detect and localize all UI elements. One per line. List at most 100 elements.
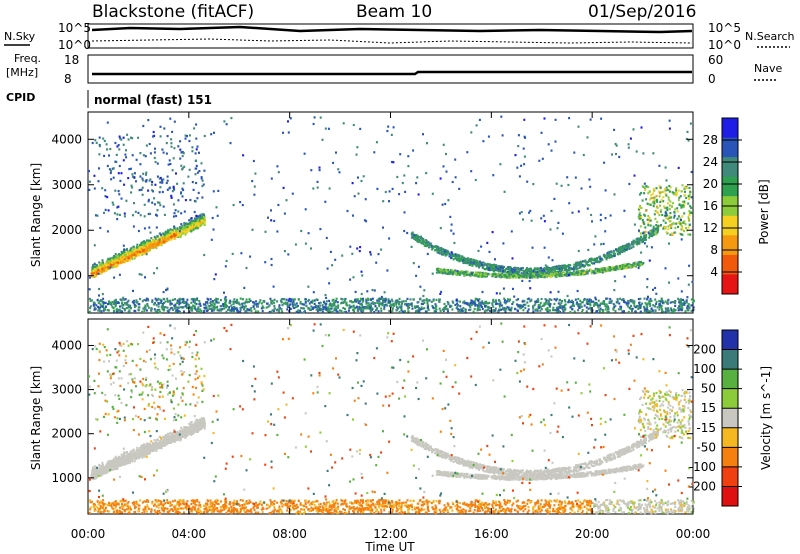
scatter-point [163, 302, 165, 305]
scatter-point [608, 256, 611, 259]
scatter-point [569, 310, 572, 314]
scatter-point [469, 306, 472, 309]
noise-panel [87, 23, 694, 49]
scatter-point [142, 249, 144, 252]
scatter-point [674, 301, 677, 305]
scatter-point [127, 138, 130, 141]
scatter-point [154, 237, 157, 240]
scatter-point [317, 308, 320, 311]
scatter-point [141, 243, 144, 246]
scatter-point [182, 182, 185, 185]
scatter-point [200, 176, 203, 179]
scatter-point [678, 232, 681, 235]
scatter-point [328, 303, 331, 306]
scatter-point [96, 214, 99, 217]
scatter-point [493, 268, 496, 271]
scatter-point [509, 266, 511, 269]
scatter-point [540, 297, 543, 301]
scatter-point [140, 188, 143, 191]
scatter-point [104, 189, 107, 192]
scatter-point [434, 249, 437, 252]
noise-tick-right-top: 10^5 [708, 21, 741, 35]
scatter-point [470, 303, 473, 307]
scatter-point [468, 263, 471, 267]
scatter-point [541, 272, 544, 275]
scatter-point [593, 303, 596, 306]
scatter-point [194, 308, 197, 311]
scatter-point [674, 226, 677, 230]
scatter-point [213, 305, 216, 308]
scatter-point [384, 303, 387, 306]
scatter-point [229, 301, 232, 305]
scatter-point [98, 265, 101, 268]
scatter-point [668, 216, 671, 219]
scatter-point [172, 203, 175, 206]
scatter-point [591, 262, 594, 265]
scatter-point [473, 300, 476, 303]
scatter-point [168, 187, 171, 190]
scatter-point [503, 297, 506, 300]
scatter-point [617, 266, 620, 270]
scatter-point [648, 219, 651, 222]
scatter-point [421, 241, 424, 244]
scatter-point [564, 307, 567, 310]
scatter-point [230, 304, 233, 307]
scatter-point [400, 306, 403, 309]
scatter-point [108, 300, 110, 303]
scatter-point [442, 308, 445, 311]
scatter-point [356, 299, 359, 302]
scatter-point [470, 301, 472, 304]
scatter-point [115, 263, 118, 266]
scatter-point [101, 268, 104, 271]
scatter-point [239, 308, 242, 312]
scatter-point [666, 302, 669, 305]
scatter-point [196, 219, 199, 223]
scatter-point [478, 262, 481, 265]
scatter-point [482, 302, 485, 305]
scatter-point [142, 246, 145, 250]
scatter-point [610, 299, 613, 302]
scatter-point [656, 225, 659, 228]
scatter-point [151, 189, 154, 192]
scatter-point [296, 304, 299, 308]
scatter-point [495, 266, 498, 269]
scatter-point [474, 297, 477, 300]
scatter-point [367, 299, 370, 302]
scatter-point [546, 311, 549, 314]
scatter-point [270, 299, 273, 302]
scatter-point [262, 306, 265, 309]
scatter-point [131, 137, 134, 140]
scatter-point [541, 304, 544, 307]
scatter-point [113, 309, 115, 312]
scatter-point [560, 301, 563, 304]
scatter-point [96, 267, 99, 270]
scatter-point [651, 235, 653, 238]
scatter-point [443, 302, 446, 306]
scatter-point [544, 298, 547, 301]
scatter-point [603, 268, 606, 271]
scatter-point [368, 303, 371, 306]
scatter-point [110, 178, 113, 181]
cpid-label: CPID [6, 91, 35, 104]
scatter-point [450, 271, 453, 274]
scatter-point [572, 301, 575, 304]
scatter-point [293, 306, 296, 309]
scatter-point [132, 245, 135, 248]
scatter-point [452, 258, 455, 261]
scatter-point [313, 302, 316, 305]
scatter-point [200, 217, 203, 221]
scatter-point [497, 265, 500, 268]
scatter-point [315, 308, 318, 311]
scatter-point [610, 254, 612, 258]
scatter-point [149, 212, 152, 215]
scatter-point [165, 232, 168, 235]
scatter-point [321, 310, 324, 314]
scatter-point [319, 304, 322, 307]
scatter-point [539, 301, 542, 304]
scatter-point [165, 142, 168, 145]
scatter-point [654, 298, 657, 301]
scatter-point [102, 297, 105, 300]
scatter-point [271, 299, 274, 303]
scatter-point [653, 213, 656, 216]
scatter-point [532, 307, 535, 310]
